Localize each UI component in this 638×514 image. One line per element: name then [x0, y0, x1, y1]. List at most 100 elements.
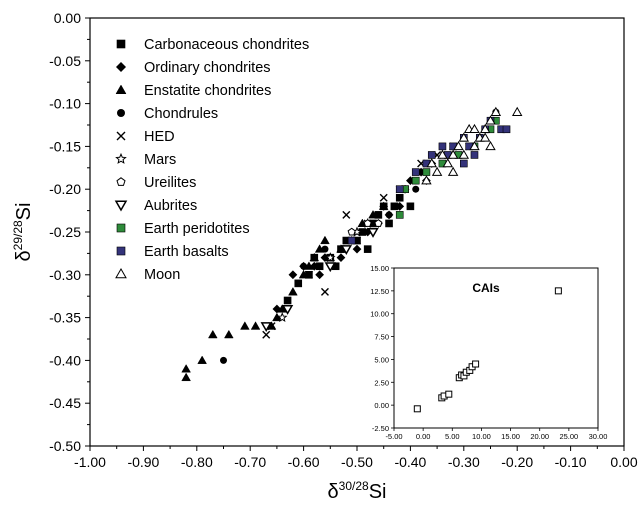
legend-item: Earth basalts [116, 244, 229, 260]
data-point [181, 372, 191, 382]
legend-marker [116, 39, 126, 49]
data-point [300, 262, 308, 270]
inset-x-tick-label: 25.00 [559, 432, 578, 441]
legend-label: Carbonaceous chondrites [144, 37, 309, 53]
legend-label: Earth peridotites [144, 221, 250, 237]
inset-y-tick-label: 5.00 [374, 355, 389, 364]
data-point [485, 115, 496, 125]
data-point [412, 185, 420, 193]
data-point [459, 159, 468, 168]
data-point [224, 329, 234, 339]
legend-label: Earth basalts [144, 244, 229, 260]
legend-item: Carbonaceous chondrites [116, 37, 309, 53]
legend-label: Enstatite chondrites [144, 83, 271, 99]
inset-chart-cais: -5.00 0.00 5.00 10.00 15.00 20.00 25.00 30.00 15… [358, 264, 608, 444]
data-point [422, 168, 431, 176]
data-point [324, 262, 336, 273]
data-point [378, 201, 389, 210]
y-tick-label: -0.25 [49, 224, 81, 240]
legend-marker [115, 152, 127, 164]
data-point [385, 219, 393, 228]
y-tick-label: -0.10 [49, 96, 81, 112]
data-point [181, 364, 191, 373]
x-tick-label: -0.20 [501, 454, 533, 470]
x-tick-label: -0.50 [341, 454, 373, 470]
legend-label: HED [144, 129, 175, 145]
legend-item: Ordinary chondrites [116, 60, 271, 76]
data-point [281, 305, 294, 315]
series-7 [260, 227, 379, 333]
data-point [438, 142, 447, 151]
data-point [347, 236, 356, 245]
data-point [197, 355, 207, 364]
y-tick-label: -0.45 [49, 395, 81, 411]
data-point [411, 168, 420, 176]
data-point [490, 106, 502, 116]
legend-marker [116, 131, 126, 141]
data-point [406, 202, 415, 211]
inset-x-tick-label: 30.00 [589, 432, 608, 441]
legend-label: Moon [144, 267, 180, 283]
data-point [447, 149, 459, 159]
x-tick-label: -0.90 [127, 454, 159, 470]
legend-marker [115, 84, 127, 94]
data-point [288, 287, 298, 296]
data-point [374, 219, 383, 227]
legend-label: Chondrules [144, 106, 218, 122]
legend-marker [114, 200, 128, 212]
legend-label: Ordinary chondrites [144, 60, 271, 76]
data-point [320, 287, 329, 296]
legend-item: Enstatite chondrites [115, 83, 271, 99]
inset-x-tick-label: 20.00 [530, 432, 549, 441]
data-point [470, 151, 479, 159]
data-point [340, 245, 352, 256]
inset-data-point [472, 360, 480, 368]
main-axis-ticks: -1.00 -0.90 -0.80 -0.70 -0.60 -0.50 -0.40 -0.30… [49, 10, 638, 470]
x-tick-label: 0.00 [610, 454, 637, 470]
data-point [431, 166, 443, 176]
data-point [379, 193, 388, 202]
data-point [469, 141, 480, 151]
data-point [283, 296, 292, 305]
data-point [321, 245, 329, 253]
data-point [220, 356, 227, 364]
inset-x-tick-label: 15.00 [501, 432, 520, 441]
x-tick-label: -1.00 [74, 454, 106, 470]
y-tick-label: -0.15 [49, 138, 81, 154]
y-tick-label: -0.35 [49, 310, 81, 326]
x-tick-label: -0.80 [181, 454, 213, 470]
data-point [411, 176, 420, 185]
inset-data-point [554, 287, 562, 295]
y-tick-label: -0.05 [49, 53, 81, 69]
inset-x-tick-label: -5.00 [385, 432, 402, 441]
y-tick-label: -0.40 [49, 352, 81, 368]
y-tick-label: -0.20 [49, 181, 81, 197]
inset-data-point [413, 405, 421, 413]
data-point [315, 270, 324, 280]
legend-item: Earth peridotites [116, 221, 250, 237]
data-point [395, 201, 405, 211]
data-point [502, 125, 511, 134]
data-point [298, 269, 309, 279]
inset-y-tick-label: 0.00 [374, 401, 389, 410]
legend-item: Ureilites [116, 175, 196, 191]
data-point [458, 132, 470, 142]
inset-y-tick-label: 10.00 [370, 310, 389, 319]
main-data-points [181, 106, 523, 382]
data-point [342, 210, 351, 219]
data-point [347, 227, 356, 236]
inset-title: CAIs [472, 281, 500, 295]
legend-marker [115, 267, 127, 279]
inset-y-tick-label: 7.50 [374, 333, 389, 342]
data-point [442, 158, 454, 168]
legend-marker [116, 223, 126, 233]
inset-y-tick-label: -2.50 [372, 424, 389, 433]
legend-label: Mars [144, 152, 176, 168]
x-tick-label: -0.10 [555, 454, 587, 470]
data-point [363, 219, 372, 227]
inset-x-tick-label: 0.00 [416, 432, 431, 441]
legend-label: Ureilites [144, 175, 196, 191]
inset-x-tick-label: 10.00 [472, 432, 491, 441]
data-point [479, 132, 491, 142]
